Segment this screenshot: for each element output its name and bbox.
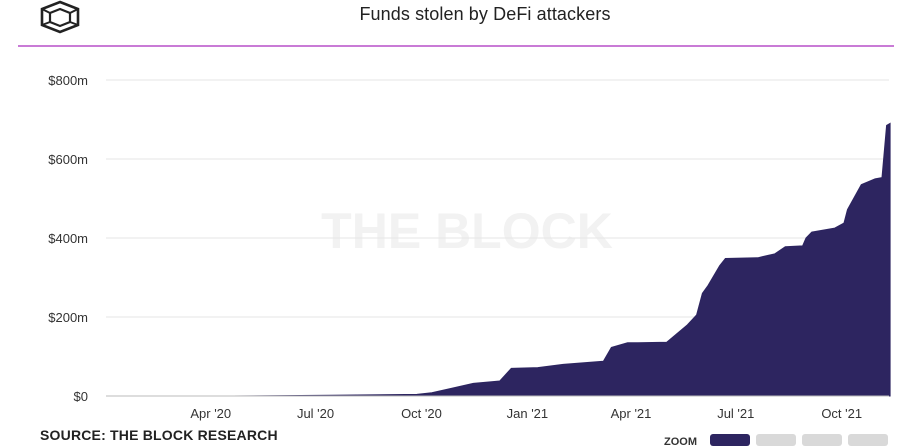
x-tick-label: Jul '20	[297, 406, 334, 421]
y-tick-label: $600m	[48, 152, 88, 167]
y-tick-label: $400m	[48, 231, 88, 246]
zoom-label: ZOOM	[664, 436, 697, 448]
x-tick-label: Jan '21	[507, 406, 549, 421]
chart-title: Funds stolen by DeFi attackers	[359, 4, 611, 24]
x-tick-label: Apr '20	[190, 406, 231, 421]
source-caption: SOURCE: THE BLOCK RESEARCH	[40, 427, 278, 443]
y-tick-label: $0	[74, 389, 88, 404]
y-tick-label: $800m	[48, 73, 88, 88]
x-tick-label: Jul '21	[717, 406, 754, 421]
zoom-button-4[interactable]	[848, 434, 888, 446]
x-tick-label: Oct '20	[401, 406, 442, 421]
zoom-button-1[interactable]	[710, 434, 750, 446]
title-divider	[18, 45, 894, 47]
x-tick-label: Apr '21	[611, 406, 652, 421]
watermark: THE BLOCK	[321, 203, 613, 259]
x-tick-label: Oct '21	[821, 406, 862, 421]
y-tick-label: $200m	[48, 310, 88, 325]
zoom-button-3[interactable]	[802, 434, 842, 446]
series-area	[106, 122, 891, 397]
zoom-button-2[interactable]	[756, 434, 796, 446]
the-block-logo-icon	[40, 0, 80, 34]
